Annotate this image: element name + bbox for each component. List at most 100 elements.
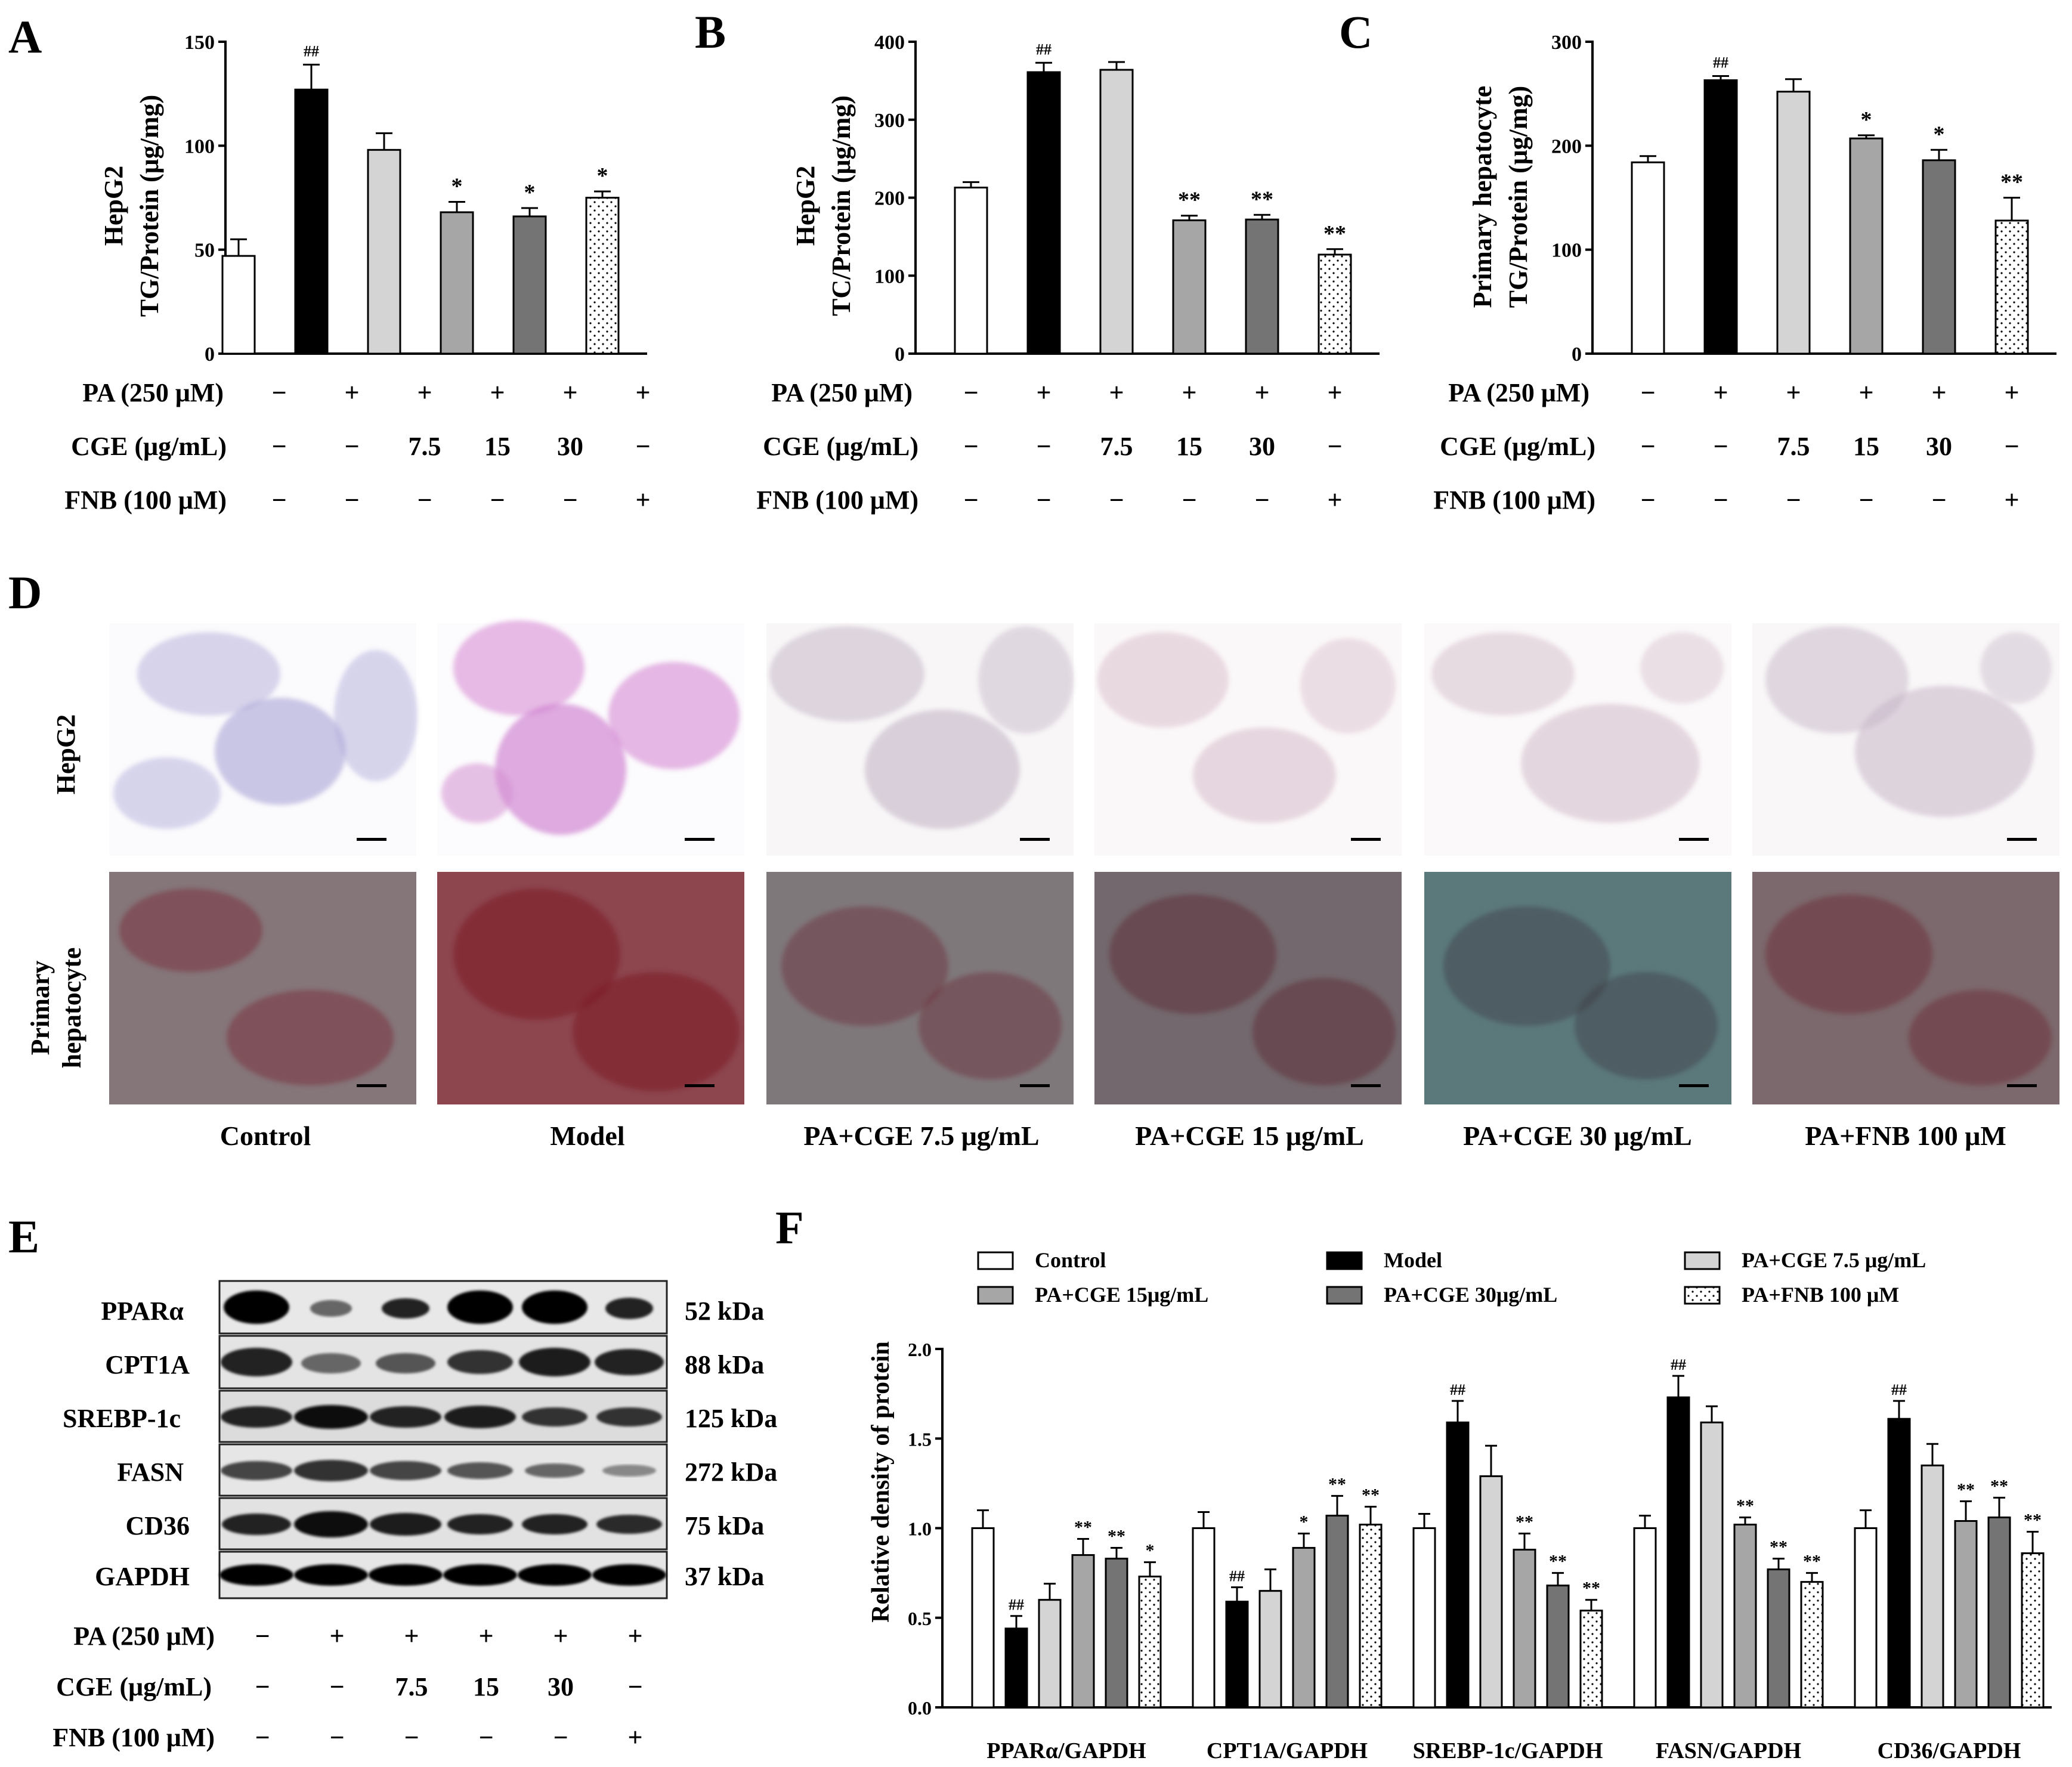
significance-label: *	[1146, 1541, 1155, 1561]
y-tick-label: 200	[1551, 135, 1582, 157]
treatment-cell: −	[1640, 432, 1655, 461]
significance-label: **	[1990, 1476, 2008, 1496]
column-label-model: Model	[550, 1121, 624, 1151]
significance-label: **	[1362, 1485, 1380, 1505]
chart-b-ylabel-line2: TC/Protein (μg/mg)	[827, 95, 856, 316]
bar	[954, 187, 988, 355]
blot-kda-fasn: 272 kDa	[685, 1457, 777, 1487]
treatment-cell: +	[1182, 378, 1196, 407]
bar	[1700, 1421, 1724, 1709]
bar	[294, 88, 329, 355]
legend-swatch	[1684, 1286, 1721, 1305]
bar	[1987, 1516, 2011, 1709]
chart-a-ylabel-line1: HepG2	[99, 166, 128, 246]
bar	[1292, 1547, 1316, 1709]
blot-kda-cd36: 75 kDa	[685, 1511, 764, 1540]
category-label: FASN/GAPDH	[1656, 1738, 1801, 1763]
column-label-cge15: PA+CGE 15 μg/mL	[1135, 1121, 1364, 1151]
treatment-cell: 30	[548, 1672, 574, 1701]
blot-strip-fasn	[218, 1443, 668, 1497]
bar	[221, 255, 256, 355]
treatment-cell: +	[635, 485, 650, 515]
y-tick-label: 2.0	[908, 1339, 932, 1360]
significance-label: ##	[1036, 41, 1052, 58]
significance-label: *	[451, 174, 463, 199]
treatment-cell: −	[271, 432, 286, 461]
row-label-primary: Primary	[26, 961, 55, 1056]
treatment-cell: −	[1036, 485, 1051, 515]
bar	[1954, 1520, 1978, 1709]
treatment-cell: −	[255, 1723, 270, 1752]
bar	[367, 148, 401, 355]
category-label: CD36/GAPDH	[1878, 1738, 2021, 1763]
significance-label: **	[1736, 1496, 1754, 1515]
treatment-cell: +	[553, 1621, 568, 1651]
treatment-cell: −	[963, 378, 978, 407]
treatment-cell: −	[562, 485, 577, 515]
bar	[1546, 1585, 1570, 1709]
bar	[1192, 1527, 1216, 1709]
significance-label: **	[1803, 1552, 1821, 1571]
category-label: SREBP-1c/GAPDH	[1413, 1738, 1603, 1763]
y-tick-label: 400	[874, 32, 905, 54]
bar	[1849, 137, 1884, 355]
blot-label-fasn: FASN	[117, 1457, 184, 1487]
bar	[1325, 1514, 1349, 1709]
fnb-row-label: FNB (100 μM)	[756, 485, 919, 515]
y-tick-label: 0	[895, 344, 905, 366]
bar	[1633, 1527, 1657, 1709]
significance-label: ##	[1009, 1596, 1024, 1614]
treatment-cell: −	[329, 1723, 344, 1752]
significance-label: ##	[1450, 1381, 1465, 1398]
treatment-cell: −	[1640, 485, 1655, 515]
y-tick-label: 300	[1551, 32, 1582, 54]
y-tick-label: 0.0	[908, 1697, 932, 1719]
treatment-table-e: PA (250 μM) CGE (μg/mL) FNB (100 μM) − + +…	[52, 1621, 642, 1752]
bar	[1921, 1464, 1944, 1709]
significance-label: **	[1770, 1537, 1788, 1557]
legend-swatch	[1326, 1286, 1363, 1305]
chart-a-ylabel-line2: TG/Protein (μg/mg)	[135, 95, 164, 317]
treatment-cell: −	[1713, 485, 1728, 515]
blot-label-srebp1c: SREBP-1c	[63, 1404, 181, 1433]
bar	[971, 1527, 995, 1709]
treatment-cell: 7.5	[409, 432, 441, 461]
treatment-cell: −	[1182, 485, 1196, 515]
treatment-cell: −	[635, 432, 650, 461]
bar	[1412, 1527, 1436, 1709]
chart-c-ylabel-line1: Primary hepatocyte	[1468, 86, 1497, 308]
bar	[1099, 69, 1134, 355]
treatment-cell: +	[404, 1621, 419, 1651]
y-tick-label: 150	[184, 32, 215, 54]
bar	[1854, 1527, 1878, 1709]
treatment-cell: +	[478, 1621, 493, 1651]
treatment-cell: +	[1327, 485, 1342, 515]
bar	[1225, 1601, 1249, 1709]
treatment-cell: −	[553, 1723, 568, 1752]
bar	[440, 211, 474, 355]
significance-label: ##	[1229, 1568, 1245, 1585]
bar	[1479, 1475, 1503, 1709]
legend-label: PA+CGE 7.5 μg/mL	[1742, 1248, 1926, 1272]
panel-label-e: E	[8, 1211, 39, 1262]
significance-label: **	[1957, 1480, 1975, 1499]
treatment-cell: −	[255, 1672, 270, 1701]
legend-label: PA+FNB 100 μM	[1742, 1283, 1899, 1307]
bar	[1922, 159, 1956, 355]
y-tick-label: 100	[1551, 240, 1582, 262]
bar	[1105, 1558, 1128, 1709]
treatment-cell: +	[627, 1723, 642, 1752]
legend-label: Control	[1035, 1248, 1106, 1272]
treatment-cell: +	[1327, 378, 1342, 407]
blot-kda-ppara: 52 kDa	[685, 1296, 764, 1326]
legend-swatch	[977, 1286, 1014, 1305]
bar	[1258, 1590, 1282, 1709]
chart-f: Relative density of protein Control Model…	[867, 1248, 2052, 1763]
treatment-cell: +	[1036, 378, 1051, 407]
panel-label-d: D	[8, 567, 42, 618]
column-label-fnb: PA+FNB 100 μM	[1805, 1121, 2006, 1151]
treatment-cell: −	[344, 432, 359, 461]
bar	[1666, 1396, 1690, 1709]
micro-primary-control	[109, 872, 416, 1104]
treatment-cell: 7.5	[1100, 432, 1133, 461]
